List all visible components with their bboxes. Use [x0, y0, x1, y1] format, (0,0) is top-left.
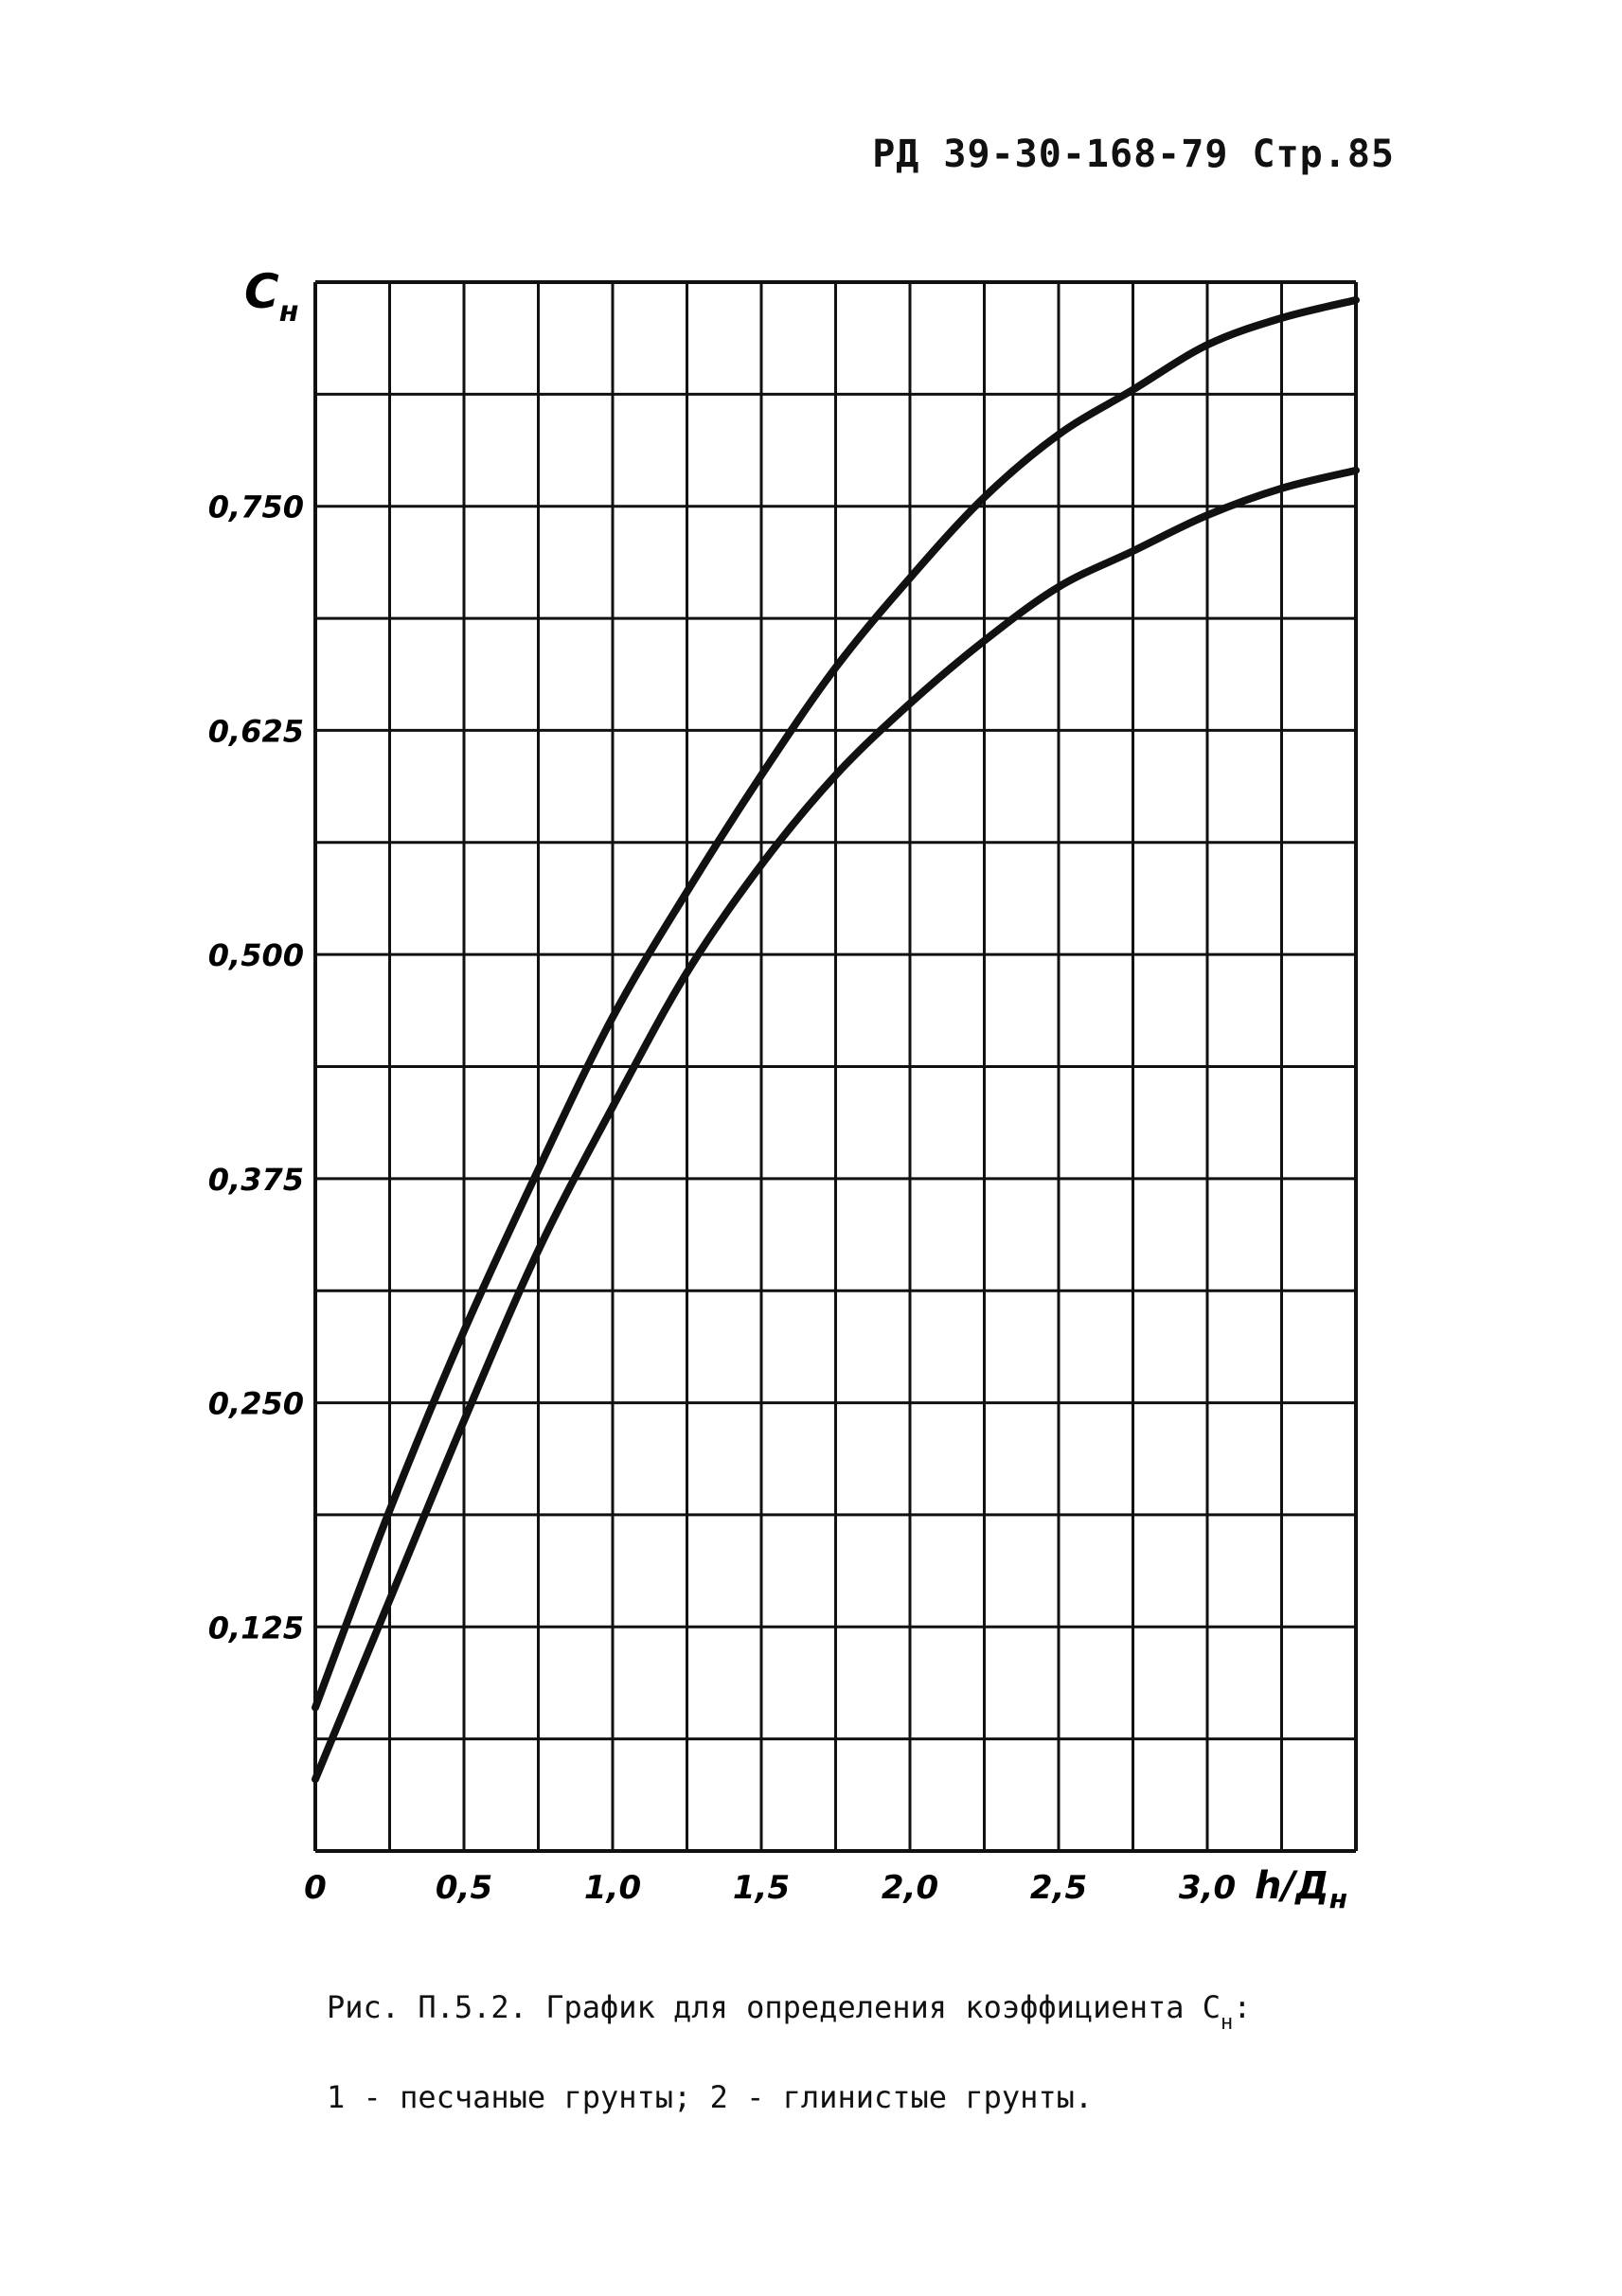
x-tick-label: 2,5 — [1030, 1869, 1087, 1907]
caption-line-2: 1 - песчаные грунты; 2 - глинистые грунт… — [327, 2079, 1094, 2115]
document-header: РД 39-30-168-79 Стр.85 — [872, 133, 1395, 176]
caption-line-1: Рис. П.5.2. График для определения коэфф… — [327, 1989, 1252, 2035]
chart-series-group — [312, 295, 1360, 1784]
y-tick-label: 0,250 — [208, 1386, 304, 1422]
chart-tick-labels: 0 0,5 1,0 1,5 2,0 2,5 3,0 0,125 0,250 0,375 0,500 0… — [208, 489, 1236, 1907]
series-line-1 — [312, 295, 1360, 1712]
x-tick-label: 3,0 — [1179, 1869, 1236, 1907]
y-tick-label: 0,375 — [208, 1162, 304, 1198]
y-tick-label: 0,625 — [208, 713, 304, 749]
x-tick-label: 1,0 — [584, 1869, 641, 1907]
series-line-2 — [312, 466, 1360, 1784]
x-axis-label: h/Дн — [1255, 1864, 1347, 1914]
y-tick-label: 0,500 — [208, 937, 304, 973]
chart-grid — [313, 280, 1358, 1853]
x-tick-label: 1,5 — [733, 1869, 790, 1907]
y-tick-label: 0,750 — [208, 489, 304, 525]
figure-caption: Рис. П.5.2. График для определения коэфф… — [327, 1965, 1252, 2140]
chart-axis-labels: Cн h/Дн — [244, 264, 1347, 1914]
x-tick-label: 0 — [304, 1869, 327, 1907]
x-tick-label: 2,0 — [882, 1869, 938, 1907]
y-tick-label: 0,125 — [208, 1610, 304, 1646]
y-axis-label: Cн — [244, 264, 298, 329]
x-tick-label: 0,5 — [436, 1869, 492, 1907]
